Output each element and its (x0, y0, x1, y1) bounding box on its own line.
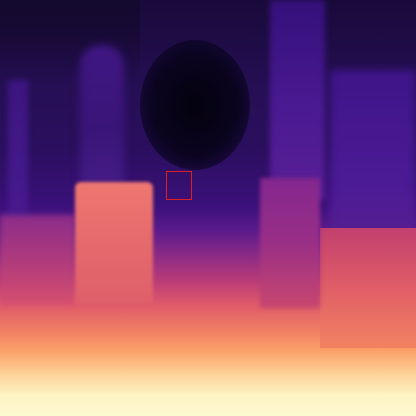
far-structure-right-band (330, 70, 416, 235)
highlight-box (166, 171, 192, 200)
mid-depth-left-edge (0, 215, 75, 305)
far-structure-right (270, 0, 325, 200)
mid-depth-pillar-right (260, 178, 320, 308)
mid-depth-right-region (320, 228, 416, 348)
near-object-left-block (75, 182, 153, 304)
far-structure-left (80, 45, 124, 185)
far-poles-left (8, 80, 28, 220)
farthest-region-center (140, 40, 250, 170)
